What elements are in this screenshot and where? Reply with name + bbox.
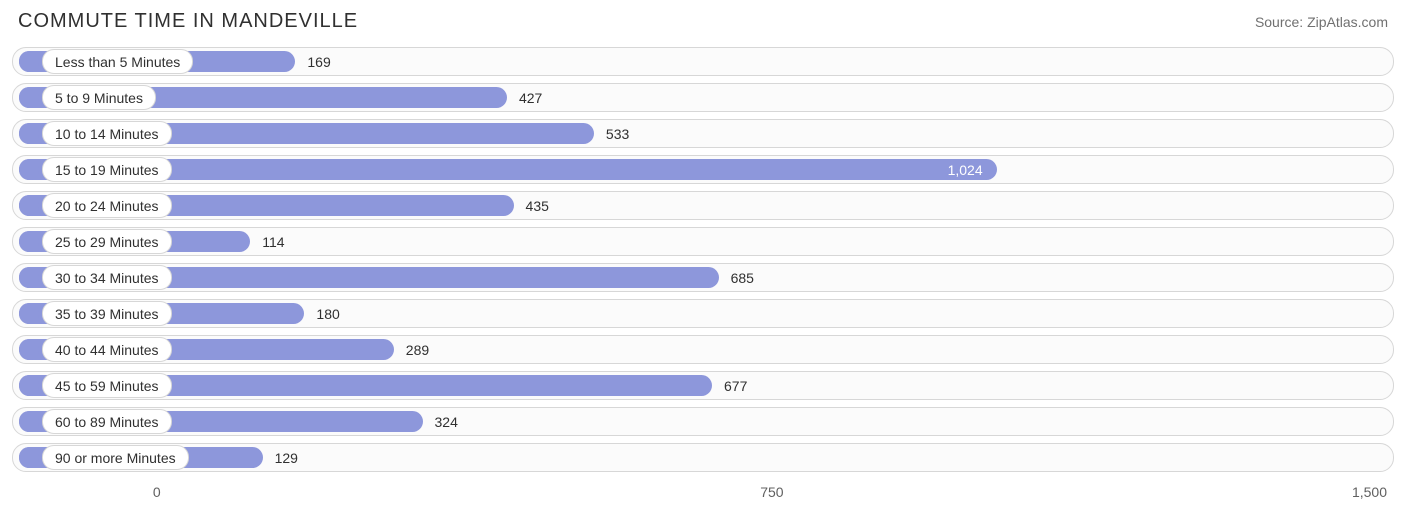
chart-header: COMMUTE TIME IN MANDEVILLE Source: ZipAt… [0, 0, 1406, 41]
bar-cap [19, 51, 39, 72]
category-label: 20 to 24 Minutes [42, 193, 172, 218]
value-label: 289 [406, 333, 429, 366]
x-axis-tick: 750 [760, 484, 783, 500]
bar-row: 25 to 29 Minutes 114 [12, 225, 1394, 258]
category-label: 60 to 89 Minutes [42, 409, 172, 434]
category-label: 5 to 9 Minutes [42, 85, 156, 110]
category-label: 25 to 29 Minutes [42, 229, 172, 254]
x-axis-tick: 0 [153, 484, 161, 500]
bar-row: 20 to 24 Minutes 435 [12, 189, 1394, 222]
category-label: 10 to 14 Minutes [42, 121, 172, 146]
bar-row: 60 to 89 Minutes 324 [12, 405, 1394, 438]
category-label: 90 or more Minutes [42, 445, 189, 470]
value-label: 114 [262, 225, 284, 258]
value-label: 435 [526, 189, 549, 222]
bar-row: 10 to 14 Minutes 533 [12, 117, 1394, 150]
bar-cap [19, 195, 39, 216]
bar-row: 15 to 19 Minutes 1,024 [12, 153, 1394, 186]
chart-title: COMMUTE TIME IN MANDEVILLE [18, 10, 358, 33]
value-label: 677 [724, 369, 747, 402]
category-label: 45 to 59 Minutes [42, 373, 172, 398]
bar-row: 5 to 9 Minutes 427 [12, 81, 1394, 114]
bar-row: 40 to 44 Minutes 289 [12, 333, 1394, 366]
bar-cap [19, 339, 39, 360]
value-label: 1,024 [948, 153, 983, 186]
bar-row: 90 or more Minutes 129 [12, 441, 1394, 474]
bar-row: 35 to 39 Minutes 180 [12, 297, 1394, 330]
x-axis: 0 750 1,500 [12, 478, 1394, 508]
bar-cap [19, 375, 39, 396]
bar-row: 45 to 59 Minutes 677 [12, 369, 1394, 402]
category-label: 15 to 19 Minutes [42, 157, 172, 182]
category-label: 30 to 34 Minutes [42, 265, 172, 290]
bar-row: 30 to 34 Minutes 685 [12, 261, 1394, 294]
bar-cap [19, 87, 39, 108]
x-axis-tick: 1,500 [1352, 484, 1387, 500]
bar-cap [19, 159, 39, 180]
value-label: 129 [275, 441, 298, 474]
bar-row: Less than 5 Minutes 169 [12, 45, 1394, 78]
value-label: 685 [731, 261, 754, 294]
category-label: 35 to 39 Minutes [42, 301, 172, 326]
value-label: 427 [519, 81, 542, 114]
bar-cap [19, 411, 39, 432]
value-label: 533 [606, 117, 629, 150]
category-label: Less than 5 Minutes [42, 49, 193, 74]
value-label: 180 [316, 297, 339, 330]
chart-plot-area: Less than 5 Minutes 169 5 to 9 Minutes 427 1… [0, 41, 1406, 474]
bar-cap [19, 267, 39, 288]
bar-cap [19, 303, 39, 324]
bar-cap [19, 231, 39, 252]
category-label: 40 to 44 Minutes [42, 337, 172, 362]
value-label: 169 [307, 45, 330, 78]
bar-cap [19, 447, 39, 468]
chart-source: Source: ZipAtlas.com [1255, 14, 1388, 30]
bar-cap [19, 123, 39, 144]
value-label: 324 [435, 405, 458, 438]
